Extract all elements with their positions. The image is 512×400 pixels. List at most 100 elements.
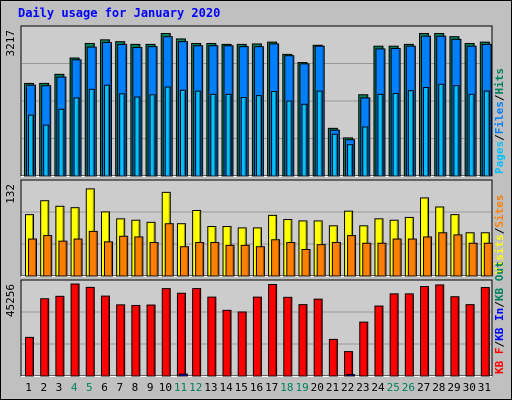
hits-panel-bar-pages-body [195,90,202,177]
day-label: 14 [219,381,233,394]
hits-panel-bar-pages-body [58,108,65,177]
kb-panel-bar-kbin [178,373,188,377]
kb-panel-bar-kbf-body [465,304,475,377]
kb-panel-bar-kbf-body [146,304,156,377]
visits-panel-bar-sites-body [301,249,311,277]
kb-panel-legend-item: KB In [493,308,506,341]
kb-panel-bar-kbf-body [131,304,141,377]
visits-panel-legend: Visits/Sites [493,195,506,275]
day-label: 10 [159,381,172,394]
visits-panel-bar-sites-body [149,242,159,277]
day-label: 20 [311,381,324,394]
day-label: 5 [86,381,93,394]
hits-panel-bar-pages-body [453,85,460,177]
visits-panel-bar-sites-body [271,239,281,277]
visits-panel-bar-sites-body [240,244,250,277]
hits-panel-bar-pages-body [286,100,293,177]
day-label: 11 [174,381,187,394]
visits-panel-bar-sites [119,235,129,277]
kb-panel-bar-kbf [465,304,475,377]
kb-panel-bar-kbf-body [192,288,202,377]
kb-panel-bar-kbf [25,336,34,377]
hits-panel-legend-item: Hits [493,68,506,95]
kb-panel-bar-kbf-body [161,288,171,377]
kb-panel-bar-kbf-body [389,293,399,377]
hits-panel-bar-pages-body [28,114,34,177]
hits-panel-bar-pages [483,90,490,177]
hits-panel-bar-pages [438,83,445,177]
kb-panel-bar-kbf [328,338,338,377]
kb-panel-bar-kbf [131,304,141,377]
kb-panel-bar-kbf-body [374,305,384,377]
visits-panel-bar-sites [316,244,326,277]
kb-panel-bar-kbf [161,288,171,377]
hits-panel-bar-pages [149,94,156,177]
visits-panel-bar-sites-body [423,236,433,277]
visits-panel-bar-sites [468,242,478,277]
kb-panel-bar-kbf [237,311,247,377]
visits-panel-bar-sites [179,246,189,277]
visits-panel-bar-sites-body [43,235,53,277]
kb-panel-bar-kbf-body [116,304,126,377]
kb-panel-bar-kbf-body [435,284,445,377]
hits-panel-bar-pages-body [88,88,95,177]
hits-panel-bar-pages-body [164,86,171,177]
kb-panel-bar-kbf [176,292,186,377]
hits-panel-bar-pages-body [255,95,262,177]
visits-panel-ymax-label: 132 [4,184,17,204]
kb-panel-bar-kbf-body [450,296,460,377]
visits-panel-bar-sites [255,246,265,277]
kb-panel-bar-kbf-body [313,298,323,377]
visits-panel: 132 Visits/Sites [4,179,506,277]
hits-panel-bar-pages [58,108,65,177]
visits-panel-bar-sites [483,242,493,277]
visits-panel-bar-sites-body [483,242,493,277]
hits-panel-bar-pages [195,90,202,177]
kb-panel-bar-kbf-body [25,336,34,377]
kb-panel-bar-kbf-body [222,309,232,377]
hits-panel-bar-pages-body [73,97,80,177]
kb-panel-bar-kbf [222,309,232,377]
hits-panel-bar-pages [407,90,414,177]
visits-panel-bar-sites-body [28,238,37,277]
visits-panel-bar-sites-body [164,223,174,277]
kb-panel-bar-kbf-body [359,321,369,377]
day-label: 1 [25,381,32,394]
day-label: 31 [478,381,491,394]
hits-panel-bar-pages [179,89,186,177]
visits-panel-bar-sites [392,238,402,277]
kb-panel-bar-kbf-body [207,296,217,377]
visits-panel-bar-sites [377,242,387,277]
hits-panel-bar-pages-body [362,126,369,177]
day-label: 15 [235,381,248,394]
hits-panel-bar-pages [362,126,369,177]
kb-panel-bar-kbf-body [404,293,414,377]
visits-panel-bar-sites-body [195,242,205,277]
kb-panel-bar-kbin [346,374,356,377]
visits-panel-bar-sites [331,242,341,277]
kb-panel-bar-kbf [192,288,202,377]
hits-panel-bar-pages-body [331,133,338,177]
visits-panel-bar-sites [195,242,205,277]
visits-panel-bar-sites [164,223,174,277]
kb-panel-bar-kbf [389,293,399,377]
kb-panel-bar-kbf [283,296,293,377]
day-label: 26 [402,381,415,394]
visits-panel-bar-sites [134,236,144,277]
day-label: 23 [356,381,369,394]
day-label: 4 [71,381,78,394]
visits-panel-bar-sites-body [362,242,372,277]
hits-panel-bar-pages [103,84,110,177]
hits-panel-bar-pages [134,96,141,177]
visits-panel-bar-sites [43,235,53,277]
kb-panel-bar-kbf [404,293,414,377]
kb-panel-bar-kbf-body [70,283,80,377]
hits-panel-bar-pages-body [301,103,308,177]
hits-panel-bar-pages [286,100,293,177]
kb-panel-bar-kbf-body [40,298,50,377]
hits-panel-bar-pages-body [316,90,323,177]
kb-panel-bar-kbf-body [328,338,338,377]
visits-panel-bar-sites [362,242,372,277]
kb-panel-bar-kbf [420,286,430,377]
